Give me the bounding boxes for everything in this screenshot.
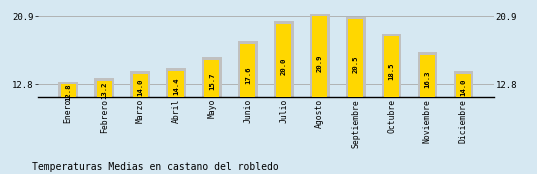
Bar	[166, 68, 186, 97]
Bar	[276, 24, 292, 97]
Bar	[202, 57, 222, 97]
Bar	[240, 44, 256, 97]
Text: Temperaturas Medias en castano del robledo: Temperaturas Medias en castano del roble…	[32, 162, 279, 172]
Text: 15.7: 15.7	[209, 73, 215, 90]
Bar	[310, 14, 330, 97]
Bar	[61, 84, 76, 97]
Bar	[97, 81, 112, 97]
Text: 16.3: 16.3	[424, 71, 431, 88]
Bar	[130, 72, 150, 97]
Bar	[95, 78, 114, 97]
Text: 17.6: 17.6	[245, 66, 251, 84]
Bar	[238, 41, 258, 97]
Text: 13.2: 13.2	[101, 82, 107, 99]
Bar	[205, 60, 220, 97]
Bar	[456, 74, 471, 97]
Bar	[348, 19, 363, 97]
Text: 18.5: 18.5	[389, 63, 395, 81]
Bar	[384, 36, 399, 97]
Bar	[420, 55, 435, 97]
Text: 20.9: 20.9	[317, 54, 323, 72]
Bar	[346, 17, 366, 97]
Bar	[59, 81, 78, 97]
Text: 20.0: 20.0	[281, 58, 287, 75]
Text: 12.8: 12.8	[65, 83, 71, 101]
Text: 14.0: 14.0	[137, 79, 143, 96]
Bar	[382, 34, 402, 97]
Text: 14.4: 14.4	[173, 77, 179, 95]
Bar	[274, 21, 294, 97]
Text: 14.0: 14.0	[460, 79, 467, 96]
Bar	[418, 52, 437, 97]
Bar	[169, 71, 184, 97]
Bar	[133, 74, 148, 97]
Bar	[454, 72, 473, 97]
Bar	[312, 16, 327, 97]
Text: 20.5: 20.5	[353, 56, 359, 73]
